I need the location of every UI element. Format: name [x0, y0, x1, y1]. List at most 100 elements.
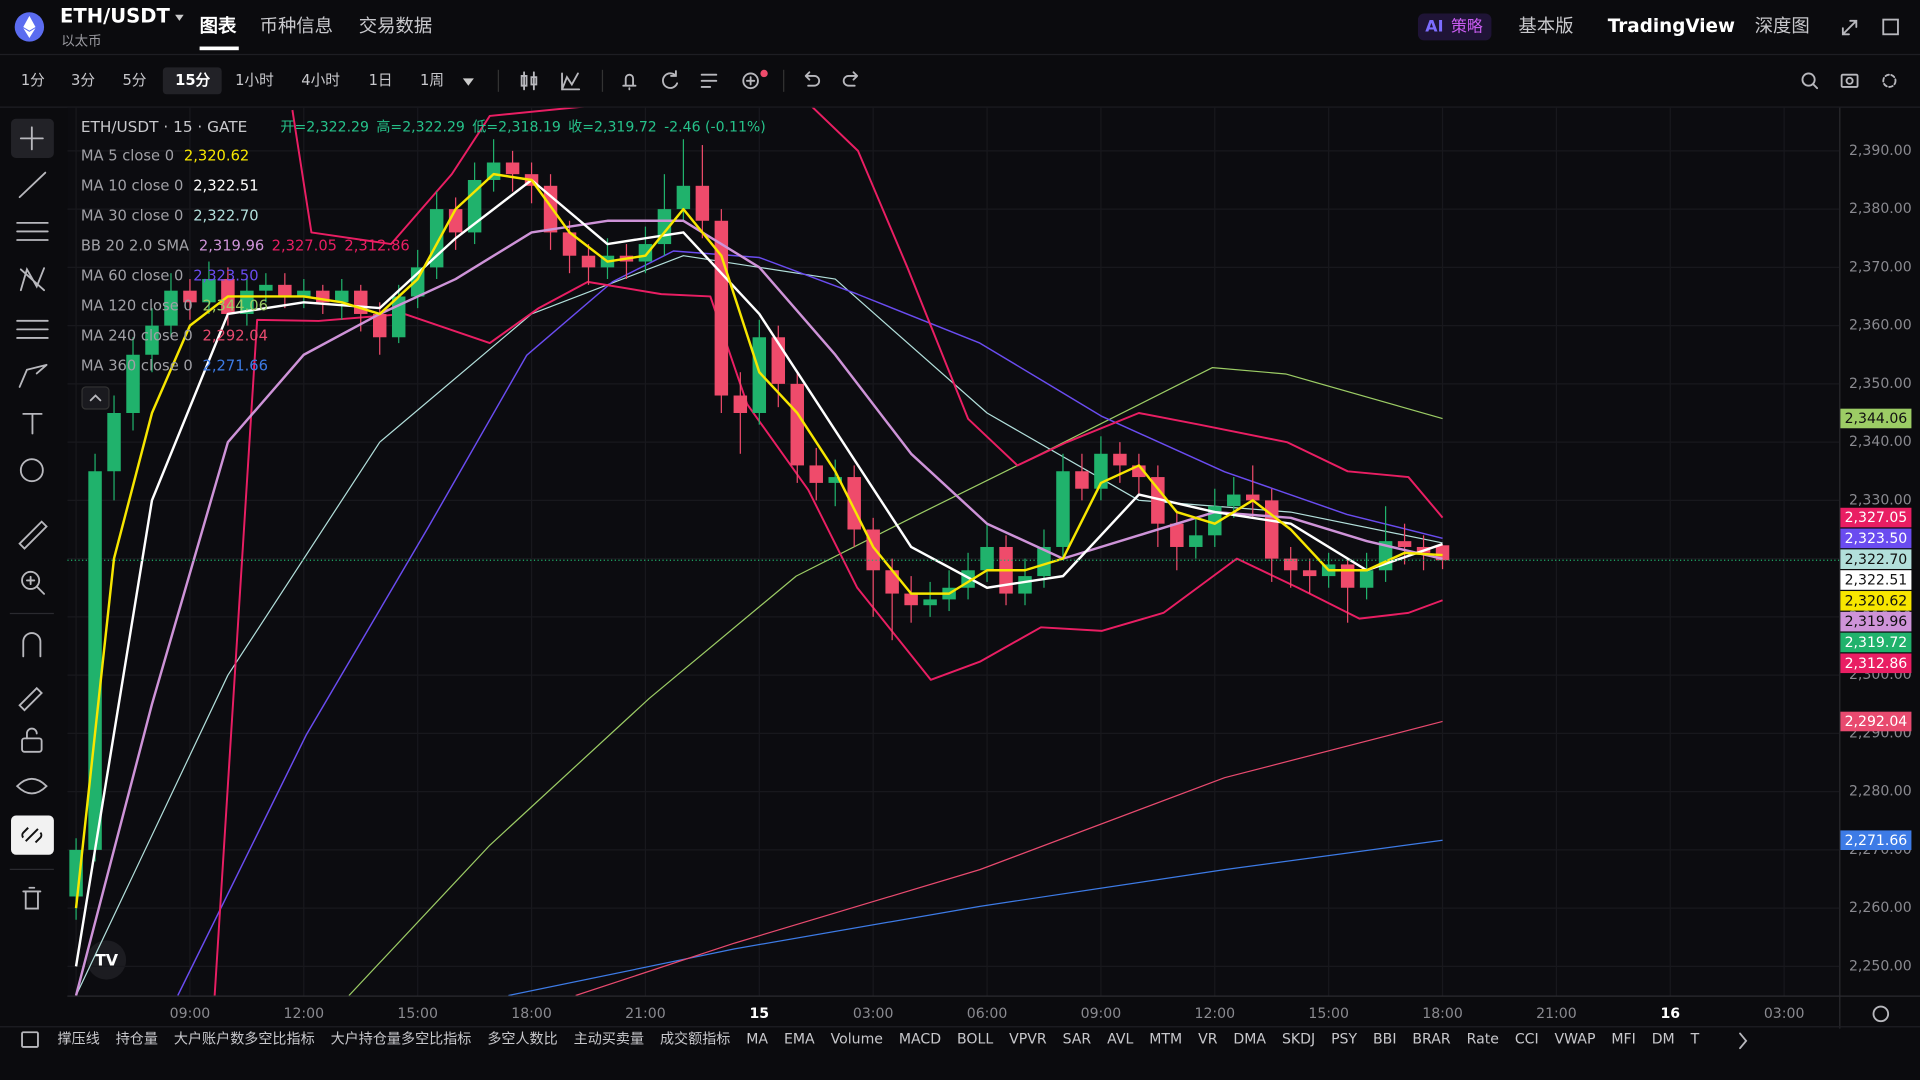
indicator[interactable]: VWAP	[1555, 1032, 1596, 1048]
indicator[interactable]: 成交额指标	[660, 1031, 730, 1048]
interval[interactable]: 1日	[369, 72, 393, 89]
interval[interactable]: 15分	[175, 72, 210, 89]
candle-body	[1397, 541, 1412, 547]
camera-lens	[1845, 76, 1854, 85]
brush-tool[interactable]	[18, 363, 48, 388]
indicator[interactable]: 大户账户数多空比指标	[174, 1031, 315, 1048]
tab[interactable]: 交易数据	[359, 16, 432, 37]
interval[interactable]: 1分	[21, 72, 45, 89]
candle-body	[297, 290, 311, 297]
indicator[interactable]: 持仓量	[116, 1032, 158, 1048]
indicator[interactable]: CCI	[1515, 1032, 1539, 1048]
indicator[interactable]: MFI	[1611, 1032, 1635, 1048]
camera-icon[interactable]	[1840, 73, 1859, 88]
fib-tool[interactable]	[16, 221, 49, 241]
alert-icon[interactable]	[622, 73, 637, 91]
expand-icon[interactable]	[1841, 19, 1858, 36]
settings-icon[interactable]	[1882, 73, 1897, 88]
ai-button[interactable]	[1417, 13, 1492, 41]
add-icon[interactable]	[742, 72, 759, 90]
candle-body	[1170, 523, 1184, 547]
channel-tool[interactable]	[16, 319, 49, 339]
indicator[interactable]: MTM	[1149, 1032, 1182, 1048]
candle-body	[107, 412, 121, 472]
pattern-tool[interactable]	[19, 267, 45, 292]
indicator[interactable]: VPVR	[1009, 1032, 1047, 1048]
legend-value: 2,271.66	[203, 358, 268, 375]
indicator[interactable]: MACD	[899, 1032, 941, 1048]
tab[interactable]: 图表	[200, 15, 237, 37]
collapse-legend[interactable]	[81, 386, 110, 410]
magnet-tool[interactable]	[22, 632, 42, 658]
line-tool[interactable]	[18, 171, 47, 199]
badge	[760, 69, 768, 78]
indicator[interactable]: T	[1690, 1032, 1700, 1048]
indicator-scroll[interactable]	[1739, 1032, 1748, 1050]
ruler-tool[interactable]	[18, 520, 48, 550]
indicator-panel-icon[interactable]	[21, 1031, 39, 1048]
indicator[interactable]: BBI	[1373, 1032, 1396, 1048]
indicator[interactable]: SAR	[1063, 1032, 1092, 1048]
indicator[interactable]: 大户持仓量多空比指标	[331, 1031, 472, 1048]
indicator[interactable]: VR	[1198, 1032, 1218, 1048]
mode-tab[interactable]: 基本版	[1518, 16, 1573, 37]
indicator-icon[interactable]	[561, 72, 581, 91]
indicator[interactable]: BRAR	[1412, 1032, 1450, 1048]
indicator[interactable]: SKDJ	[1282, 1032, 1315, 1048]
fullscreen-icon[interactable]	[1882, 18, 1899, 36]
search-icon[interactable]	[1801, 72, 1816, 87]
redo-icon[interactable]	[842, 71, 859, 87]
indicator[interactable]: MA	[746, 1032, 768, 1048]
zoom-tool[interactable]	[21, 570, 41, 590]
y-tick-label: 2,390.00	[1849, 143, 1912, 159]
indicator[interactable]: 多空人数比	[487, 1031, 557, 1048]
indicator[interactable]: 主动买卖量	[574, 1032, 644, 1048]
eye-tool[interactable]	[15, 777, 48, 795]
delete-tool[interactable]	[22, 886, 42, 910]
mode-tab[interactable]: TradingView	[1608, 16, 1735, 37]
indicator[interactable]: EMA	[784, 1032, 815, 1048]
indicator[interactable]: Rate	[1467, 1032, 1499, 1048]
candle-body	[809, 465, 823, 483]
indicator[interactable]: AVL	[1107, 1032, 1133, 1048]
price-tag	[1840, 408, 1912, 429]
crosshair-tool[interactable]	[19, 126, 44, 151]
candle-type-icon[interactable]	[520, 71, 538, 91]
mode-tab[interactable]: 深度图	[1755, 16, 1810, 37]
price-tag-label: 2,322.70	[1845, 552, 1908, 568]
interval[interactable]: 4小时	[301, 72, 340, 89]
indicator[interactable]: DMA	[1233, 1032, 1266, 1048]
x-tick-label: 12:00	[284, 1006, 325, 1022]
interval[interactable]: 5分	[122, 72, 146, 89]
text-tool[interactable]	[22, 412, 43, 435]
interval[interactable]: 1周	[420, 72, 444, 89]
x-tick-label: 03:00	[1764, 1006, 1805, 1022]
lock-draw-tool[interactable]	[18, 686, 43, 712]
indicator[interactable]: BOLL	[957, 1032, 993, 1048]
candle-body	[581, 255, 596, 268]
legend-name: MA 5 close 0	[81, 148, 174, 165]
eth-glyph	[23, 15, 36, 38]
candle-body	[847, 477, 861, 530]
indicator[interactable]: 撑压线	[58, 1032, 100, 1048]
template-icon[interactable]	[700, 73, 718, 88]
candle-body	[259, 284, 273, 291]
emoji-tool[interactable]	[19, 458, 44, 483]
indicator[interactable]: PSY	[1331, 1032, 1357, 1048]
interval[interactable]: 1小时	[235, 72, 274, 89]
replay-icon[interactable]	[662, 70, 679, 89]
tab[interactable]: 币种信息	[260, 16, 333, 37]
candle-body	[145, 325, 159, 355]
indicator[interactable]: Volume	[831, 1032, 883, 1048]
interval[interactable]: 3分	[71, 72, 95, 89]
axis-settings[interactable]	[1872, 1005, 1890, 1023]
undo-icon[interactable]	[804, 71, 821, 87]
indicator[interactable]: DM	[1652, 1032, 1675, 1048]
lock-tool[interactable]	[21, 737, 43, 753]
symbol[interactable]: ETH/USDT	[60, 5, 171, 28]
x-tick-label: 15:00	[1308, 1006, 1349, 1022]
symbol-dropdown[interactable]	[175, 14, 184, 21]
price-tag	[1840, 591, 1912, 611]
interval-dropdown[interactable]	[462, 78, 474, 86]
